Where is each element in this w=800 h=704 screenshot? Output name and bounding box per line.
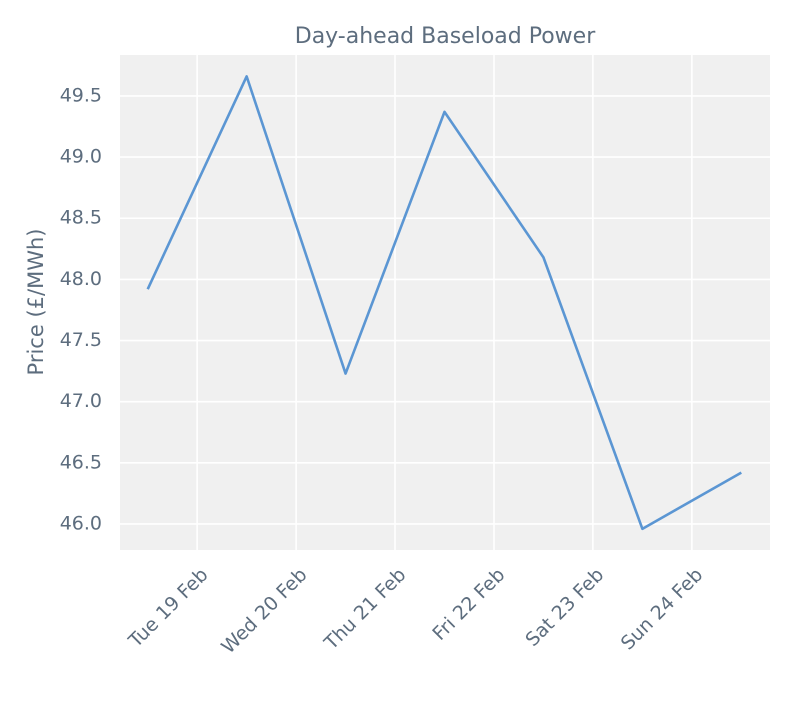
y-tick-label: 49.0 bbox=[60, 146, 102, 168]
y-tick-label: 47.0 bbox=[60, 390, 102, 412]
y-tick-label: 48.5 bbox=[60, 207, 102, 229]
chart-title: Day-ahead Baseload Power bbox=[295, 24, 596, 49]
x-tick-label: Thu 21 Feb bbox=[320, 564, 411, 655]
y-tick-label: 49.5 bbox=[60, 84, 102, 106]
y-tick-label: 48.0 bbox=[60, 268, 102, 290]
x-tick-label: Sat 23 Feb bbox=[521, 564, 608, 651]
x-tick-label: Sun 24 Feb bbox=[617, 564, 708, 655]
x-tick-label: Tue 19 Feb bbox=[124, 564, 213, 653]
plot-area bbox=[120, 55, 770, 550]
x-tick-label: Fri 22 Feb bbox=[428, 564, 509, 645]
y-axis-label: Price (£/MWh) bbox=[24, 229, 48, 376]
line bbox=[146, 75, 742, 531]
x-tick-label: Wed 20 Feb bbox=[217, 564, 311, 658]
y-tick-label: 46.5 bbox=[60, 451, 102, 473]
y-tick-label: 46.0 bbox=[60, 512, 102, 534]
y-tick-label: 47.5 bbox=[60, 329, 102, 351]
